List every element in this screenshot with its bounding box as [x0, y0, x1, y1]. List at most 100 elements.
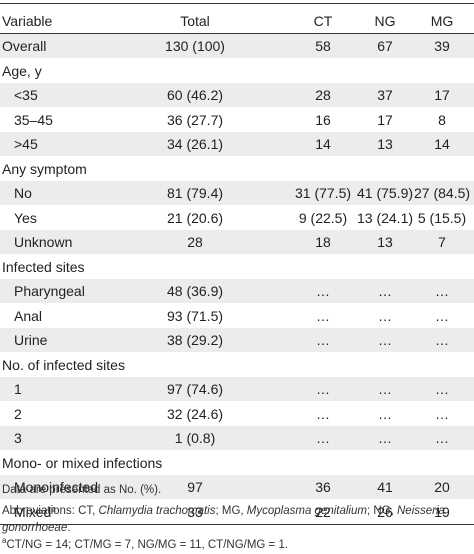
- section-row: Any symptom: [0, 157, 474, 181]
- row-label: Urine: [14, 332, 48, 348]
- row-label: Yes: [14, 209, 37, 226]
- row-label: 1: [14, 381, 22, 397]
- cell-value: 13 (24.1): [356, 209, 414, 226]
- cell-value: 9 (22.5): [298, 209, 348, 226]
- section-row: Infected sites: [0, 255, 474, 279]
- abbreviation-text: Abbreviations: CT,: [2, 505, 99, 517]
- data-row: 2 32 (24.6)………: [0, 402, 474, 426]
- section-label: Mono- or mixed infections: [2, 454, 163, 471]
- abbreviation-text: Chlamydia trachomatis: [98, 505, 216, 517]
- column-header: Total: [180, 13, 210, 29]
- cell-value: 5 (15.5): [417, 209, 467, 226]
- data-row: Overall 130 (100) 58 67 39: [0, 34, 474, 58]
- row-label: >45: [14, 136, 38, 152]
- row-label: Overall: [2, 38, 47, 54]
- row-label: No: [14, 185, 32, 201]
- cell-value: …: [435, 307, 449, 324]
- cell-value: 41 (75.9): [356, 185, 414, 201]
- cell-value: …: [435, 332, 449, 348]
- abbreviation-text: Neisseria gonorrhoeae: [2, 505, 445, 534]
- row-label: Monoinfected: [14, 479, 99, 495]
- data-row: Pharyngeal 48 (36.9)………: [0, 279, 474, 303]
- cell-value: 36: [315, 479, 331, 495]
- footnote-data: Data are presented as No. (%).: [2, 484, 162, 496]
- row-label: 35–45: [14, 111, 53, 128]
- cell-value: 39: [434, 38, 450, 54]
- footnote-abbreviations: Abbreviations: CT, Chlamydia trachomatis…: [2, 503, 472, 537]
- data-row: 1 97 (74.6)………: [0, 377, 474, 401]
- cell-value: 81 (79.4): [166, 185, 224, 201]
- section-row: Age, y: [0, 59, 474, 83]
- column-header: Variable: [2, 13, 53, 29]
- row-label-text: Mixed: [14, 503, 52, 520]
- header-row: Variable Total CT NG MG: [0, 9, 474, 33]
- cell-value: 97: [187, 479, 203, 495]
- section-row: Mono- or mixed infections: [0, 451, 474, 475]
- cell-value: 41: [377, 479, 393, 495]
- data-row: Unknown 28 18 13 7: [0, 230, 474, 254]
- cell-value: 28: [315, 87, 331, 103]
- data-row: Anal 93 (71.5)………: [0, 304, 474, 328]
- cell-value: 14: [315, 136, 331, 152]
- cell-value: 19: [434, 503, 450, 520]
- cell-value: …: [378, 430, 392, 446]
- cell-value: …: [316, 332, 330, 348]
- row-label: Unknown: [14, 234, 73, 250]
- abbreviation-text: .: [67, 522, 71, 534]
- cell-value: …: [378, 307, 392, 324]
- cell-value: 17: [377, 111, 393, 128]
- data-row: Yes 21 (20.6) 9 (22.5) 13 (24.1) 5 (15.5): [0, 206, 474, 230]
- cell-value: 28: [187, 234, 203, 250]
- cell-value: …: [435, 283, 449, 299]
- data-row: <35 60 (46.2) 28 37 17: [0, 83, 474, 107]
- data-row: >45 34 (26.1) 14 13 14: [0, 132, 474, 156]
- cell-value: 18: [315, 234, 331, 250]
- cell-value: 31 (77.5): [294, 185, 352, 201]
- cell-value: 97 (74.6): [166, 381, 224, 397]
- footnote-marker: a: [2, 536, 7, 546]
- cell-value: 38 (29.2): [166, 332, 224, 348]
- data-row: 35–45 36 (27.7) 16 17 8: [0, 108, 474, 132]
- cell-value: …: [435, 381, 449, 397]
- cell-value: 22: [315, 503, 331, 520]
- cell-value: 93 (71.5): [166, 307, 224, 324]
- header-rule: [0, 33, 474, 34]
- top-rule: [0, 3, 474, 4]
- column-header: NG: [374, 13, 396, 29]
- column-header: CT: [313, 13, 333, 29]
- cell-value: 37: [377, 87, 393, 103]
- data-row: Mixeda 33 22 26 19: [0, 500, 474, 524]
- cell-value: 130 (100): [165, 38, 225, 54]
- cell-value: …: [435, 430, 449, 446]
- footnote-a: aCT/NG = 14; CT/MG = 7, NG/MG = 11, CT/N…: [2, 537, 472, 554]
- cell-value: …: [378, 332, 392, 348]
- cell-value: 13: [377, 136, 393, 152]
- cell-value: 1 (0.8): [174, 430, 216, 446]
- cell-value: 7: [438, 234, 446, 250]
- cell-value: …: [316, 405, 330, 422]
- cell-value: …: [378, 381, 392, 397]
- cell-value: 33: [187, 503, 203, 520]
- section-label: No. of infected sites: [2, 356, 125, 373]
- cell-value: 27 (84.5): [413, 185, 471, 201]
- cell-value: …: [316, 430, 330, 446]
- section-label: Infected sites: [2, 258, 85, 275]
- cell-value: 21 (20.6): [166, 209, 224, 226]
- cell-value: …: [316, 307, 330, 324]
- cell-value: 8: [438, 111, 446, 128]
- abbreviation-text: Mycoplasma genitalium: [246, 505, 367, 517]
- cell-value: …: [378, 405, 392, 422]
- cell-value: 14: [434, 136, 450, 152]
- section-row: No. of infected sites: [0, 353, 474, 377]
- column-header: MG: [430, 13, 454, 29]
- cell-value: 13: [377, 234, 393, 250]
- cell-value: 34 (26.1): [166, 136, 224, 152]
- cell-value: 16: [315, 111, 331, 128]
- section-label: Any symptom: [2, 160, 87, 177]
- cell-value: 60 (46.2): [166, 87, 224, 103]
- cell-value: 32 (24.6): [166, 405, 224, 422]
- cell-value: 20: [434, 479, 450, 495]
- cell-value: 17: [434, 87, 450, 103]
